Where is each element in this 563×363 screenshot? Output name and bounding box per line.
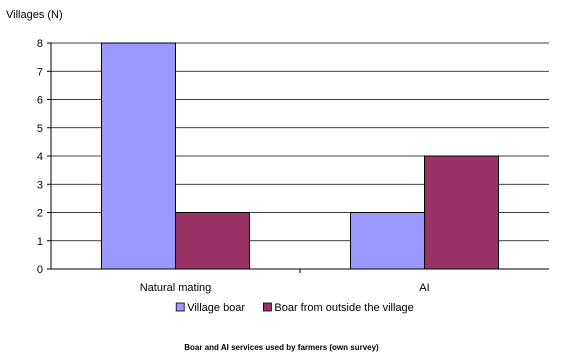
bar: [350, 212, 425, 270]
x-tick-label: Natural mating: [140, 282, 212, 294]
y-tick-label: 1: [37, 236, 43, 248]
x-tick-label: AI: [419, 282, 429, 294]
y-tick-label: 3: [37, 179, 43, 191]
legend-label: Boar from outside the village: [274, 302, 413, 314]
y-tick-label: 6: [37, 95, 43, 107]
y-tick-label: 8: [37, 38, 43, 50]
figure-caption: Boar and AI services used by farmers (ow…: [184, 343, 379, 352]
y-tick-label: 2: [37, 208, 43, 220]
y-axis-label: Villages (N): [6, 9, 63, 21]
bar: [175, 212, 250, 270]
y-tick-label: 7: [37, 66, 43, 78]
legend-swatch: [175, 302, 185, 312]
y-tick-label: 4: [37, 151, 43, 163]
y-tick-label: 5: [37, 123, 43, 135]
y-tick-label: 0: [37, 264, 43, 276]
legend-label: Village boar: [187, 302, 245, 314]
bar: [424, 155, 499, 270]
bar: [101, 42, 176, 270]
legend-swatch: [262, 302, 272, 312]
